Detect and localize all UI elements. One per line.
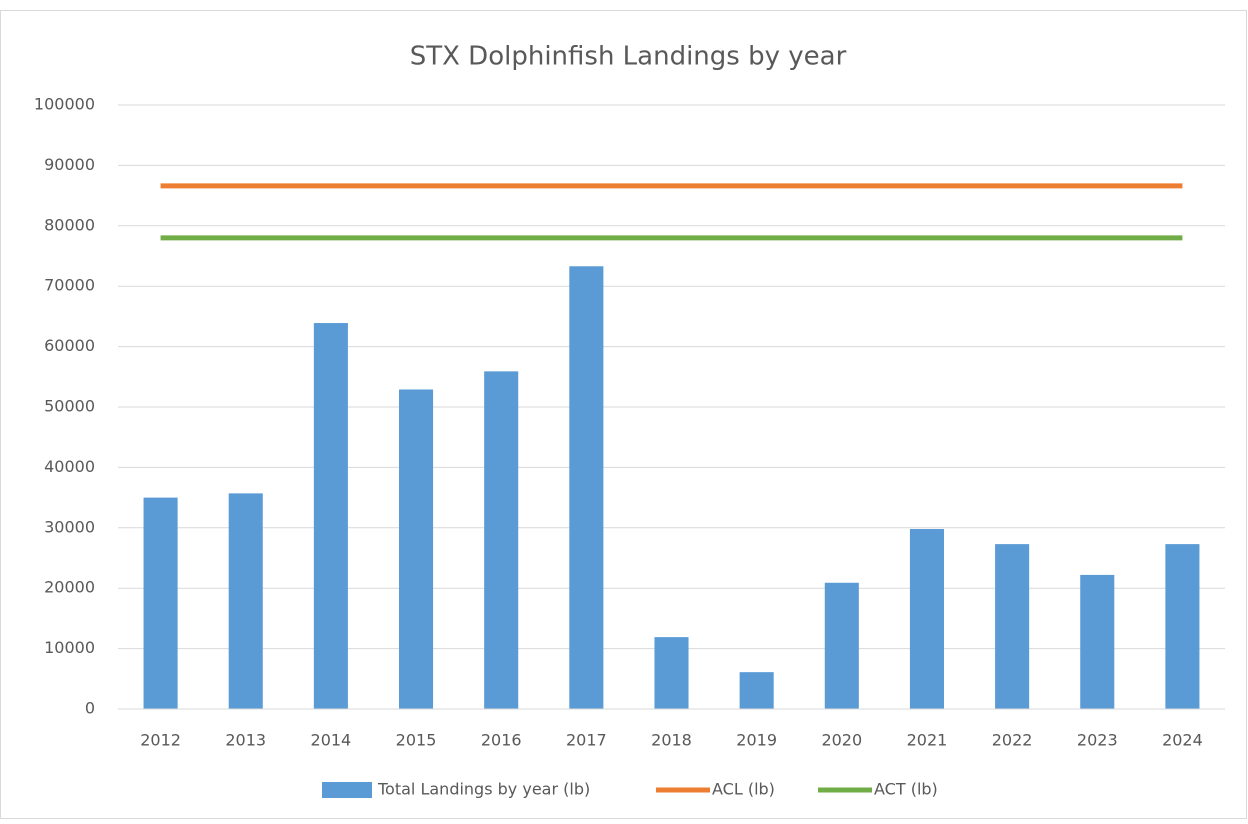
y-tick-label: 80000 [44, 215, 95, 234]
bar [824, 582, 859, 709]
chart-title: STX Dolphinfish Landings by year [410, 42, 847, 72]
x-tick-label: 2022 [992, 731, 1033, 750]
legend-label: ACL (lb) [712, 780, 775, 799]
y-tick-label: 90000 [44, 155, 95, 174]
x-tick-label: 2013 [225, 731, 266, 750]
x-tick-label: 2012 [140, 731, 181, 750]
x-tick-label: 2015 [396, 731, 437, 750]
bar [739, 672, 774, 709]
y-tick-label: 40000 [44, 457, 95, 476]
legend-swatch [322, 782, 372, 798]
y-tick-label: 50000 [44, 397, 95, 416]
x-tick-label: 2014 [311, 731, 352, 750]
bar [228, 493, 263, 709]
bar [569, 266, 604, 709]
bar [143, 497, 178, 709]
bar [909, 529, 944, 709]
bar [399, 389, 434, 709]
x-tick-label: 2017 [566, 731, 607, 750]
legend-label: Total Landings by year (lb) [377, 780, 590, 799]
y-tick-label: 100000 [34, 95, 95, 114]
y-tick-label: 20000 [44, 578, 95, 597]
x-tick-label: 2021 [907, 731, 948, 750]
x-tick-label: 2020 [821, 731, 862, 750]
bar [1165, 544, 1200, 709]
x-tick-label: 2023 [1077, 731, 1118, 750]
bar [313, 323, 348, 709]
x-tick-label: 2024 [1162, 731, 1203, 750]
bar [995, 544, 1030, 709]
y-tick-label: 0 [85, 699, 95, 718]
y-tick-label: 10000 [44, 638, 95, 657]
x-tick-label: 2019 [736, 731, 777, 750]
chart-frame [0, 10, 1247, 819]
bar [484, 371, 519, 709]
bar [654, 637, 689, 709]
legend-label: ACT (lb) [874, 780, 938, 799]
y-tick-label: 30000 [44, 517, 95, 536]
y-tick-label: 70000 [44, 276, 95, 295]
x-tick-label: 2016 [481, 731, 522, 750]
x-tick-label: 2018 [651, 731, 692, 750]
bar [1080, 574, 1115, 709]
y-tick-label: 60000 [44, 336, 95, 355]
